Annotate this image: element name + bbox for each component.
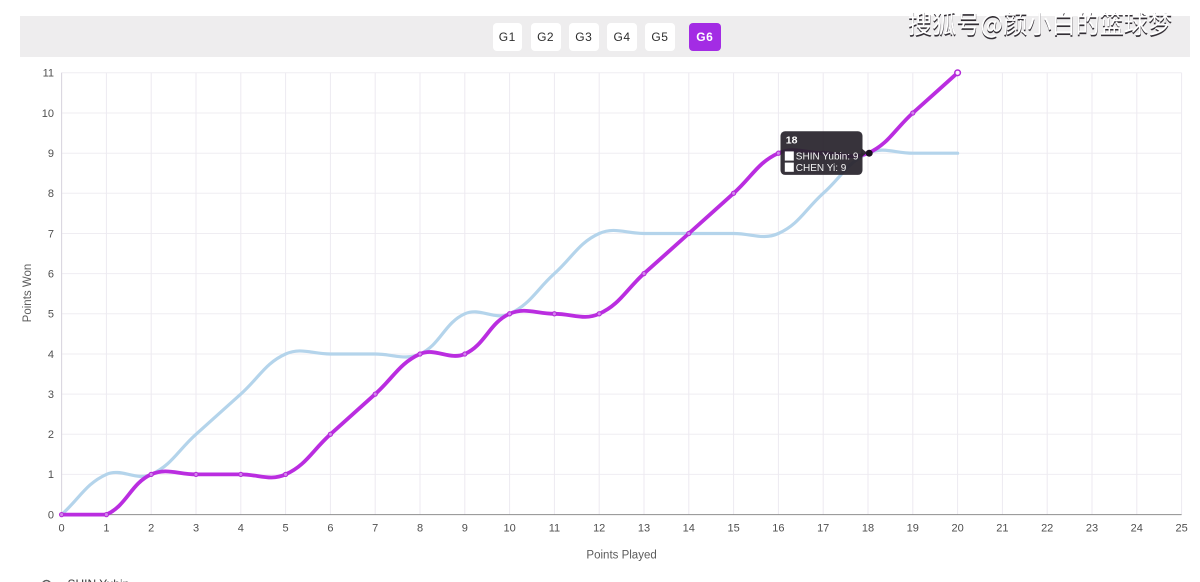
- svg-text:11: 11: [43, 68, 54, 80]
- svg-text:8: 8: [417, 523, 423, 535]
- svg-text:8: 8: [48, 188, 54, 200]
- svg-text:SHIN Yubin: 9: SHIN Yubin: 9: [796, 152, 859, 163]
- svg-text:6: 6: [327, 523, 333, 535]
- svg-text:18: 18: [862, 523, 874, 535]
- svg-text:9: 9: [48, 148, 54, 160]
- svg-text:10: 10: [42, 108, 54, 120]
- svg-text:11: 11: [549, 523, 560, 535]
- svg-text:23: 23: [1086, 523, 1098, 535]
- svg-text:7: 7: [48, 228, 54, 240]
- svg-text:10: 10: [503, 523, 515, 535]
- svg-text:14: 14: [683, 523, 695, 535]
- svg-text:9: 9: [462, 523, 468, 535]
- svg-text:25: 25: [1175, 523, 1187, 535]
- svg-text:7: 7: [372, 523, 378, 535]
- svg-text:2: 2: [148, 523, 154, 535]
- svg-text:4: 4: [48, 349, 54, 361]
- svg-text:0: 0: [59, 523, 65, 535]
- svg-text:1: 1: [103, 523, 109, 535]
- svg-text:SHIN Yubin: SHIN Yubin: [68, 577, 130, 582]
- svg-text:Points Won: Points Won: [22, 264, 34, 323]
- svg-text:Points Played: Points Played: [586, 550, 656, 562]
- svg-text:15: 15: [727, 523, 739, 535]
- svg-text:24: 24: [1131, 523, 1143, 535]
- svg-text:2: 2: [48, 429, 54, 441]
- svg-text:22: 22: [1041, 523, 1053, 535]
- svg-text:1: 1: [48, 469, 54, 481]
- svg-text:6: 6: [48, 268, 54, 280]
- svg-text:3: 3: [48, 389, 54, 401]
- svg-text:0: 0: [48, 509, 54, 521]
- svg-text:20: 20: [951, 523, 963, 535]
- svg-text:5: 5: [48, 309, 54, 321]
- svg-text:18: 18: [786, 134, 798, 146]
- svg-text:16: 16: [772, 523, 784, 535]
- svg-text:12: 12: [593, 523, 605, 535]
- svg-text:4: 4: [238, 523, 244, 535]
- svg-text:19: 19: [907, 523, 919, 535]
- svg-text:5: 5: [283, 523, 289, 535]
- svg-text:13: 13: [638, 523, 650, 535]
- svg-text:21: 21: [996, 523, 1008, 535]
- svg-text:17: 17: [817, 523, 829, 535]
- svg-text:3: 3: [193, 523, 199, 535]
- svg-text:CHEN Yi: 9: CHEN Yi: 9: [796, 163, 847, 174]
